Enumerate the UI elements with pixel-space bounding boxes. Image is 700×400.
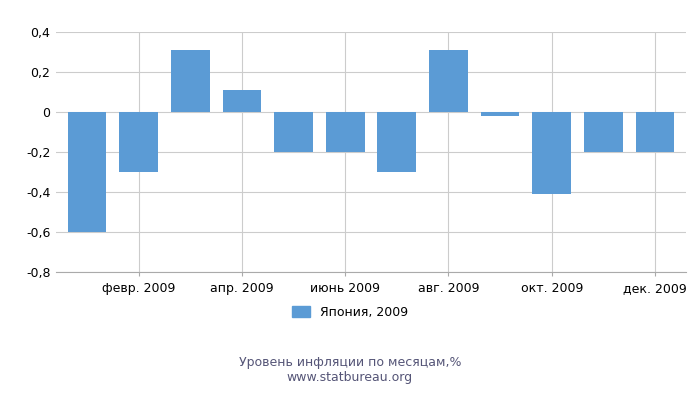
Bar (326, 112, 365, 152)
Bar (481, 112, 519, 116)
Bar (274, 112, 313, 152)
Bar (171, 50, 209, 112)
Text: Уровень инфляции по месяцам,%
www.statbureau.org: Уровень инфляции по месяцам,% www.statbu… (239, 356, 461, 384)
Legend: Япония, 2009: Япония, 2009 (286, 301, 414, 324)
Bar (223, 90, 261, 112)
Bar (119, 112, 158, 172)
Bar (429, 50, 468, 112)
Bar (533, 112, 571, 194)
Bar (377, 112, 416, 172)
Bar (68, 112, 106, 232)
Bar (584, 112, 623, 152)
Bar (636, 112, 674, 152)
